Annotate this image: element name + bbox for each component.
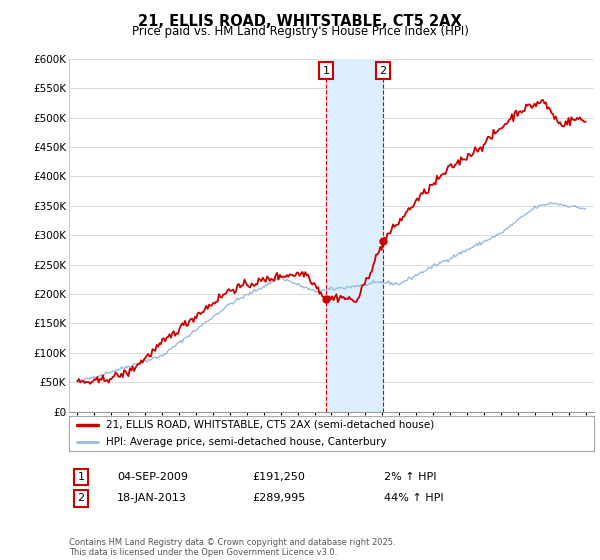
- Text: 1: 1: [322, 66, 329, 76]
- Text: 21, ELLIS ROAD, WHITSTABLE, CT5 2AX (semi-detached house): 21, ELLIS ROAD, WHITSTABLE, CT5 2AX (sem…: [106, 420, 434, 430]
- Text: 2: 2: [380, 66, 387, 76]
- Bar: [326, 59, 383, 412]
- Text: 2: 2: [77, 493, 85, 503]
- Text: 04-SEP-2009: 04-SEP-2009: [117, 472, 188, 482]
- Text: HPI: Average price, semi-detached house, Canterbury: HPI: Average price, semi-detached house,…: [106, 437, 386, 447]
- Text: 2% ↑ HPI: 2% ↑ HPI: [384, 472, 437, 482]
- Text: 1: 1: [77, 472, 85, 482]
- Text: £289,995: £289,995: [252, 493, 305, 503]
- Text: Price paid vs. HM Land Registry's House Price Index (HPI): Price paid vs. HM Land Registry's House …: [131, 25, 469, 38]
- Text: Contains HM Land Registry data © Crown copyright and database right 2025.
This d: Contains HM Land Registry data © Crown c…: [69, 538, 395, 557]
- Text: 44% ↑ HPI: 44% ↑ HPI: [384, 493, 443, 503]
- Text: £191,250: £191,250: [252, 472, 305, 482]
- Text: 18-JAN-2013: 18-JAN-2013: [117, 493, 187, 503]
- Text: 21, ELLIS ROAD, WHITSTABLE, CT5 2AX: 21, ELLIS ROAD, WHITSTABLE, CT5 2AX: [138, 14, 462, 29]
